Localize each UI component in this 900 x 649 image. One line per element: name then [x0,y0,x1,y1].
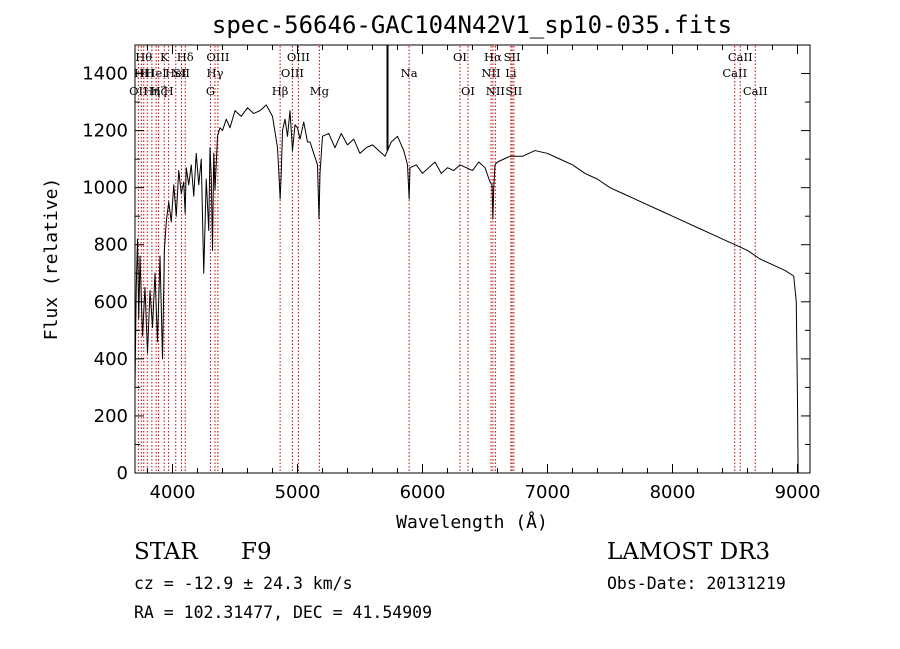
redshift-info: cz = -12.9 ± 24.3 km/s [134,574,353,593]
x-tick-label: 6000 [400,482,446,503]
spectral-line-label: OI [461,84,475,98]
spectral-line-label: H [164,84,174,98]
y-tick-label: 1200 [82,121,128,142]
y-axis-ticks: 0 200 400 600 800 1000 1200 1400 [82,44,810,484]
spectral-line-label: Li [505,66,517,80]
spectral-line-label: SII [504,50,521,64]
spectral-line-label: OIII [206,50,229,64]
y-tick-label: 800 [94,235,128,256]
spectral-line-label: G [206,84,215,98]
spectral-line-label: Hζ [150,84,166,98]
x-axis-ticks: 4000 5000 6000 7000 8000 9000 [147,45,821,503]
x-tick-label: 4000 [150,482,196,503]
spectrum-layer [134,45,799,474]
spectral-line-label: Na [401,66,418,80]
spectral-line-label: SII [505,84,522,98]
spectral-line-label: CaII [728,50,753,64]
y-tick-label: 0 [117,463,128,484]
spectral-line-markers [137,46,756,472]
spectral-line-label: Hθ [135,50,152,64]
spectral-line-label: CaII [722,66,747,80]
spectral-line-label: Hη [143,84,160,98]
observation-date: Obs-Date: 20131219 [607,574,786,593]
y-axis-label: Flux (relative) [41,178,62,341]
y-tick-label: 200 [94,406,128,427]
x-tick-label: 9000 [775,482,821,503]
spectrum-line [134,104,799,474]
spectral-line-label: CaII [743,84,768,98]
plot-frame [134,44,811,474]
spectral-line-label: HeI [165,66,186,80]
spectral-line-labels: OIIHIHθHIHηHeIHζKHHeISIIHδGHγOIIIHβOIIIO… [129,50,768,98]
y-tick-label: 1000 [82,178,128,199]
spectral-line-label: NII [481,66,500,80]
survey-name: LAMOST DR3 [607,539,771,565]
spectral-line-label: HI [134,66,149,80]
spectral-line-label: Hδ [177,50,194,64]
y-tick-label: 1400 [82,64,128,85]
spectral-line-label: OIII [281,66,304,80]
x-tick-label: 8000 [650,482,696,503]
spectral-line-label: K [160,50,169,64]
spectral-line-label: SII [173,66,190,80]
x-tick-label: 5000 [275,482,321,503]
y-tick-label: 400 [94,349,128,370]
spectral-line-label: Hβ [272,84,289,98]
chart-title: spec-56646-GAC104N42V1_sp10-035.fits [212,11,732,39]
spectral-line-label: HeI [145,66,166,80]
spectral-line-label: Hα [484,50,502,64]
coordinates-info: RA = 102.31477, DEC = 41.54909 [134,603,433,622]
y-tick-label: 600 [94,292,128,313]
object-class: STAR [134,539,198,565]
spectral-line-label: OII [129,84,148,98]
spectral-line-label: OI [453,50,467,64]
x-tick-label: 7000 [525,482,571,503]
spectral-line-label: Mg [310,84,330,98]
spectral-line-label: OIII [287,50,310,64]
spectral-line-label: HI [140,66,155,80]
x-axis-label: Wavelength (Å) [396,511,548,533]
spectral-line-label: Hγ [207,66,224,80]
object-subclass: F9 [241,539,272,565]
spectral-line-label: NII [486,84,505,98]
